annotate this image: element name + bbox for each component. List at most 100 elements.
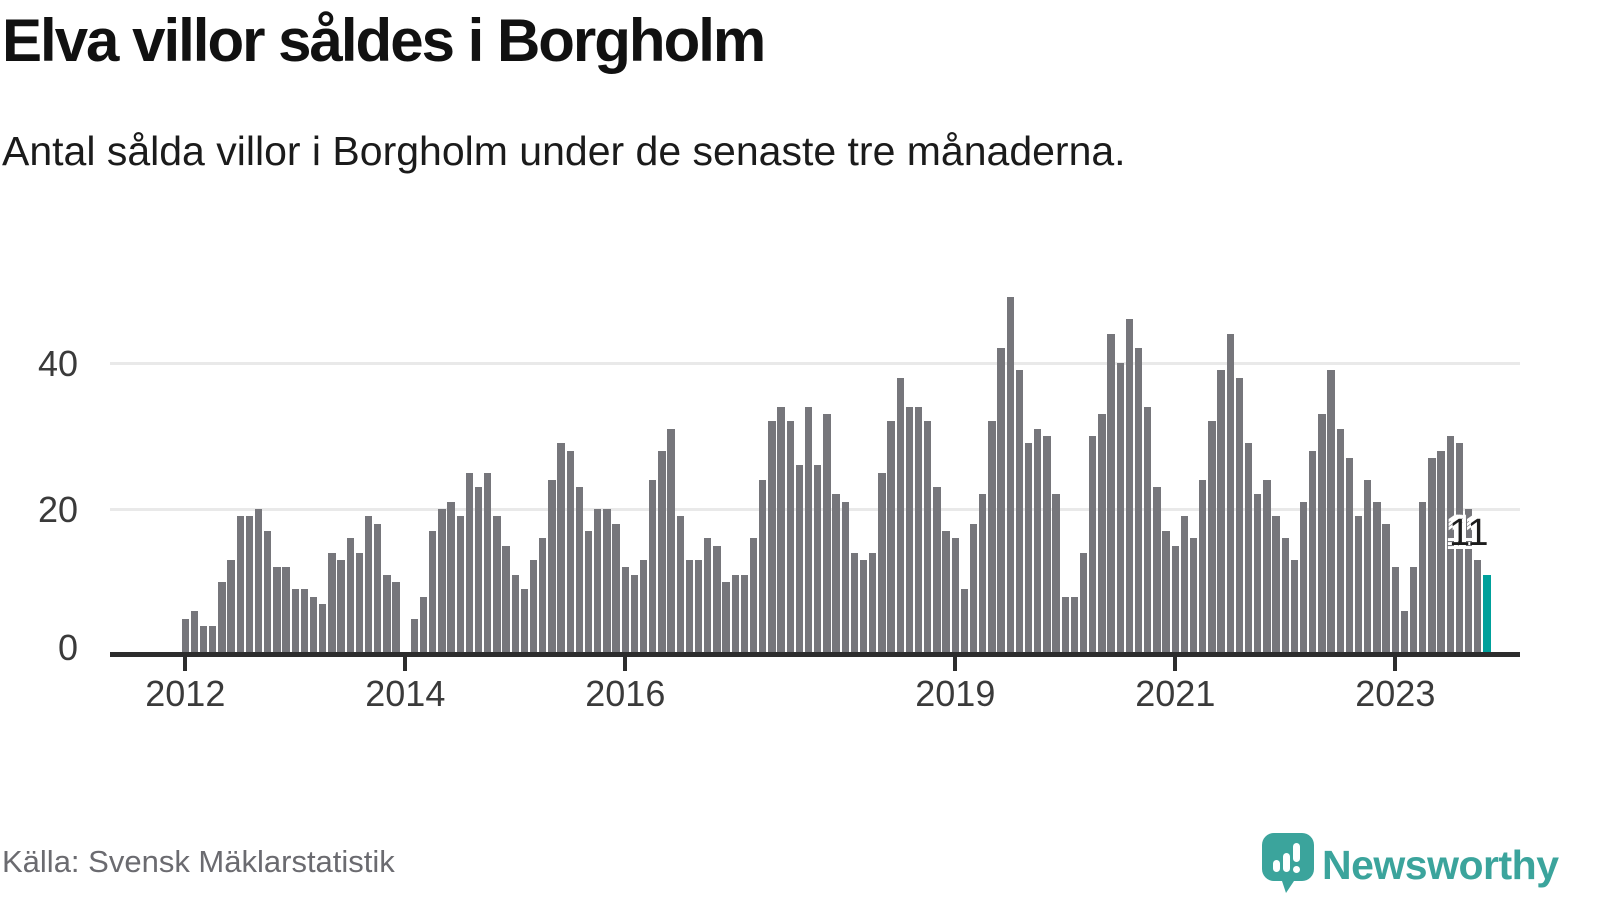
bar: [1199, 479, 1207, 655]
bar: [841, 501, 849, 655]
bar: [887, 421, 895, 655]
bar: [529, 560, 538, 655]
bar: [1400, 611, 1409, 655]
newsworthy-wordmark: Newsworthy: [1322, 842, 1559, 888]
bar: [1327, 370, 1335, 655]
bar: [1171, 545, 1179, 655]
bar: [612, 523, 620, 655]
bar: [658, 450, 666, 655]
bar: [548, 479, 556, 655]
bar: [713, 545, 721, 655]
bar: [209, 625, 217, 655]
bar: [484, 472, 492, 655]
bar: [777, 406, 785, 655]
bar: [447, 501, 455, 655]
bar: [419, 596, 428, 655]
bar: [355, 552, 364, 655]
bar: [667, 428, 675, 655]
bar: [1043, 436, 1051, 655]
bar: [309, 596, 318, 655]
bar: [557, 443, 565, 655]
bar: [1125, 319, 1134, 655]
bar: [273, 567, 281, 655]
bar: [1455, 443, 1464, 655]
bar: [1309, 450, 1317, 655]
bar: [254, 509, 263, 655]
bar: [319, 603, 327, 655]
bar: [1162, 530, 1170, 655]
bar: [823, 414, 831, 655]
bar: [465, 472, 474, 655]
y-axis-tick-label: 40: [37, 343, 78, 384]
bar: [1391, 567, 1399, 655]
bar: [997, 348, 1005, 655]
bar: [676, 516, 684, 655]
bar: [227, 560, 235, 655]
bar: [245, 516, 254, 655]
bar: [456, 516, 464, 655]
bar: [1382, 523, 1390, 655]
bar: [1226, 333, 1234, 655]
source-credit: Källa: Svensk Mäklarstatistik: [2, 844, 395, 879]
bar: [1474, 560, 1482, 655]
bar: [795, 465, 804, 655]
bar: [740, 574, 749, 655]
bar: [1254, 494, 1262, 655]
bar: [438, 509, 446, 655]
bar: [869, 552, 877, 655]
bar: [1189, 538, 1198, 655]
bar: [988, 421, 996, 655]
x-axis-line: [110, 652, 1520, 657]
x-axis-tick-mark: [953, 657, 958, 671]
bar: [1318, 414, 1326, 655]
bar: [1290, 560, 1299, 655]
bar: [924, 421, 932, 655]
bar: [1061, 596, 1069, 655]
bar: [933, 487, 941, 655]
bar: [603, 509, 611, 655]
bar: [1024, 443, 1033, 655]
bar: [649, 479, 657, 655]
bar: [639, 560, 648, 655]
bar: [1208, 421, 1216, 655]
bar: [1134, 348, 1143, 655]
bar: [1079, 552, 1088, 655]
chart-title: Elva villor såldes i Borgholm: [2, 7, 766, 74]
bar: [951, 538, 959, 655]
x-axis-tick-label: 2019: [915, 673, 996, 714]
bar: [1144, 406, 1152, 655]
bar: [694, 560, 703, 655]
bar: [392, 582, 400, 655]
bar: [1345, 457, 1354, 655]
bar: [337, 560, 345, 655]
bar: [1180, 516, 1189, 655]
bar: [1354, 516, 1363, 655]
bar: [960, 589, 969, 655]
bar: [786, 421, 794, 655]
x-axis-tick-mark: [1393, 657, 1398, 671]
bar: [1070, 596, 1079, 655]
bar: [722, 582, 730, 655]
bar: [704, 538, 712, 655]
bar: [1373, 501, 1381, 655]
value-annotation: 11: [1449, 512, 1489, 554]
bar: [896, 377, 904, 655]
x-axis-tick-mark: [623, 657, 628, 671]
bar: [300, 589, 309, 655]
chart-subtitle: Antal sålda villor i Borgholm under de s…: [2, 128, 1126, 174]
x-axis-tick-mark: [403, 657, 408, 671]
bar: [979, 494, 987, 655]
bar: [905, 406, 914, 655]
bar: [511, 574, 519, 655]
bar: [236, 516, 244, 655]
bar: [859, 560, 868, 655]
bar: [630, 574, 639, 655]
bar: [1006, 297, 1014, 655]
bar: [1244, 443, 1253, 655]
bar: [429, 530, 437, 655]
bar: [584, 530, 593, 655]
bar: [832, 494, 840, 655]
bar: [768, 421, 776, 655]
bar: [474, 487, 483, 655]
